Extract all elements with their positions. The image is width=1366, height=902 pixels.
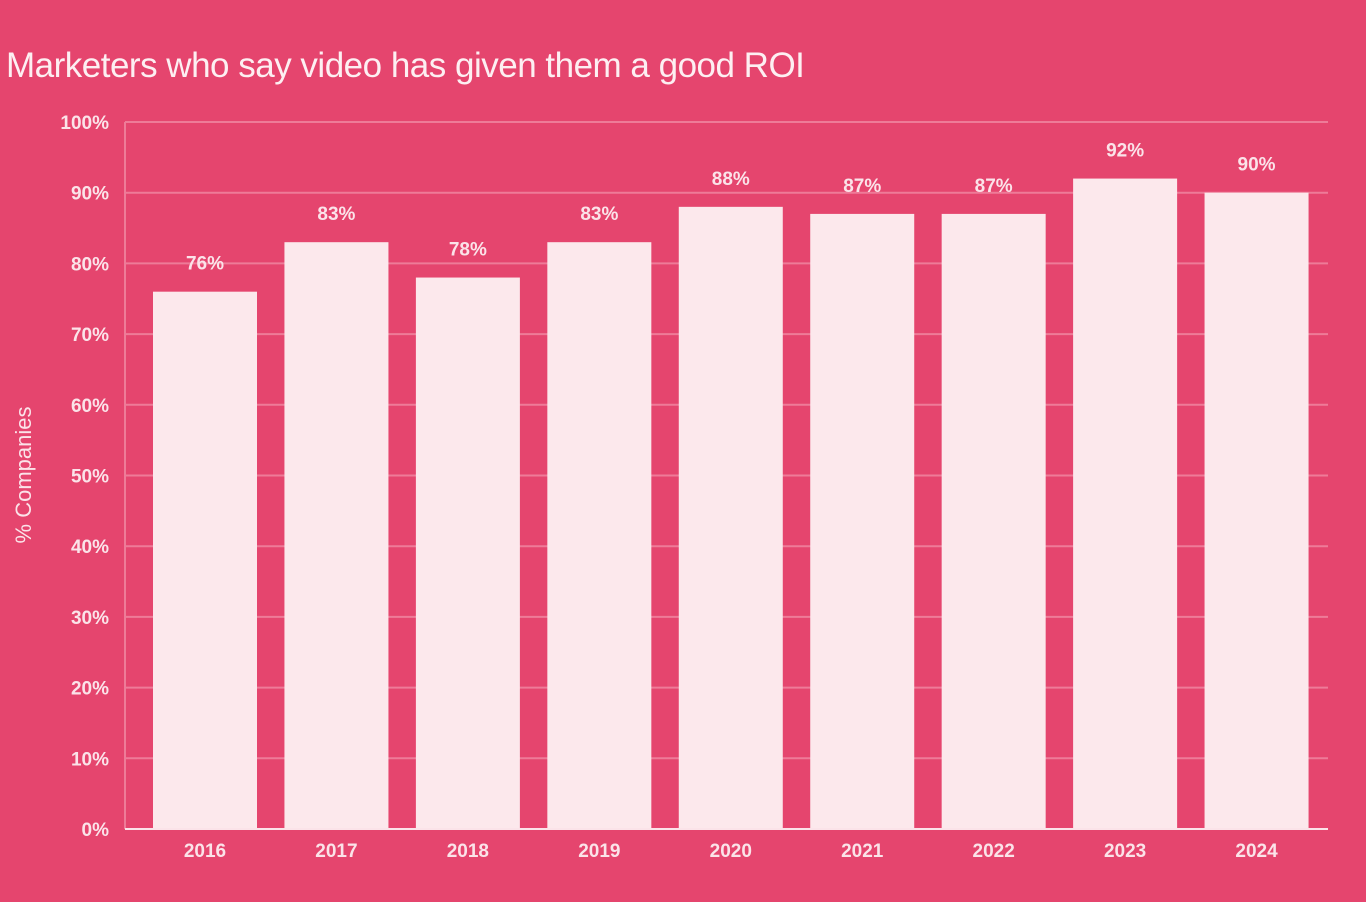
bar-2019: [547, 242, 652, 829]
bar-2016: [153, 291, 257, 829]
y-tick-label: 40%: [71, 537, 109, 558]
bar-2021: [810, 213, 915, 829]
y-axis-label: % Companies: [11, 407, 36, 544]
y-tick-label: 80%: [71, 254, 109, 275]
y-tick-label: 20%: [71, 679, 109, 700]
y-tick-label: 70%: [71, 325, 109, 346]
data-label: 78%: [449, 240, 487, 261]
x-tick-label: 2017: [315, 841, 357, 862]
x-tick-label: 2020: [710, 841, 752, 862]
x-tick-label: 2019: [578, 841, 620, 862]
x-tick-label: 2018: [447, 841, 489, 862]
bar-2024: [1204, 192, 1309, 829]
data-label: 90%: [1238, 155, 1276, 176]
x-tick-label: 2022: [973, 841, 1015, 862]
data-label: 88%: [712, 169, 750, 190]
x-tick-label: 2021: [841, 841, 884, 862]
x-tick-label: 2024: [1235, 841, 1278, 862]
y-tick-label: 90%: [71, 184, 109, 205]
y-tick-label: 100%: [60, 113, 109, 134]
data-label: 83%: [580, 204, 618, 225]
bar-2022: [941, 213, 1046, 829]
y-tick-label: 10%: [71, 749, 109, 770]
y-tick-label: 60%: [71, 396, 109, 417]
y-tick-label: 0%: [82, 820, 110, 841]
bar-2017: [284, 242, 389, 829]
y-tick-label: 50%: [71, 467, 109, 488]
bar-2023: [1073, 178, 1178, 829]
chart-title: Marketers who say video has given them a…: [6, 46, 805, 85]
data-label: 92%: [1106, 141, 1144, 162]
data-label: 87%: [975, 176, 1013, 197]
data-label: 87%: [843, 176, 881, 197]
bar-2018: [415, 277, 520, 829]
data-label: 76%: [186, 254, 224, 275]
data-label: 83%: [317, 204, 355, 225]
y-tick-label: 30%: [71, 608, 109, 629]
bar-2020: [678, 206, 783, 830]
x-tick-label: 2016: [184, 841, 226, 862]
x-tick-label: 2023: [1104, 841, 1146, 862]
